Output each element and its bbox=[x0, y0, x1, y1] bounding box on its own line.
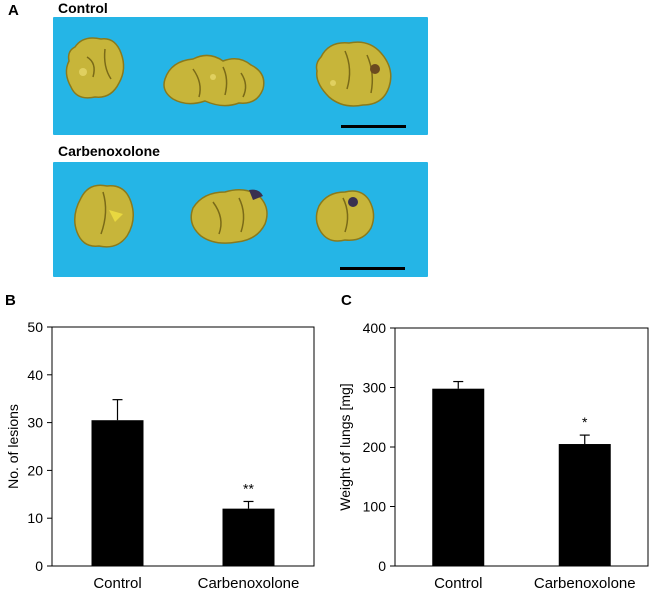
bar bbox=[558, 444, 611, 566]
lung-specimen bbox=[315, 190, 375, 242]
category-label: Carbenoxolone bbox=[198, 575, 300, 591]
panel-a-letter: A bbox=[8, 2, 19, 19]
lung-specimen bbox=[74, 184, 134, 248]
lung-specimen bbox=[315, 41, 392, 107]
y-tick-label: 400 bbox=[363, 320, 387, 336]
y-tick-label: 20 bbox=[27, 462, 43, 478]
control-lungs-photo bbox=[53, 17, 428, 135]
lung-specimen bbox=[190, 189, 268, 244]
lung-specimen bbox=[163, 54, 265, 107]
bar bbox=[432, 388, 485, 566]
carbenoxolone-lungs-photo bbox=[53, 162, 428, 277]
lung-weight-bar-chart: 0 100 200 300 400 Weight of lungs [mg] Control… bbox=[337, 320, 649, 591]
panel-c-letter: C bbox=[341, 292, 352, 309]
bar bbox=[222, 508, 275, 566]
plot-frame bbox=[51, 326, 315, 567]
scale-bar bbox=[340, 267, 405, 270]
significance-marker: * bbox=[582, 414, 588, 430]
lesions-bar-chart: 0 10 20 30 40 50 No. of lesions Control ** Carben… bbox=[5, 319, 315, 591]
y-tick-label: 10 bbox=[27, 510, 43, 526]
y-tick-label: 0 bbox=[378, 558, 386, 574]
y-tick-label: 300 bbox=[363, 380, 387, 396]
significance-marker: ** bbox=[243, 480, 254, 496]
carbenoxolone-group-label: Carbenoxolone bbox=[58, 143, 160, 159]
y-tick-label: 30 bbox=[27, 415, 43, 431]
control-group-label: Control bbox=[58, 0, 108, 16]
y-tick-label: 40 bbox=[27, 367, 43, 383]
category-label: Carbenoxolone bbox=[534, 575, 636, 591]
y-tick-label: 200 bbox=[363, 439, 387, 455]
y-axis-label: No. of lesions bbox=[5, 404, 21, 489]
bar bbox=[91, 420, 144, 566]
panel-b-letter: B bbox=[5, 292, 16, 309]
y-tick-label: 0 bbox=[35, 558, 43, 574]
scale-bar bbox=[341, 125, 406, 128]
category-label: Control bbox=[93, 575, 141, 591]
y-axis-label: Weight of lungs [mg] bbox=[337, 383, 353, 510]
lung-specimen bbox=[65, 37, 125, 99]
category-label: Control bbox=[434, 575, 482, 591]
y-tick-label: 100 bbox=[363, 499, 387, 515]
y-tick-label: 50 bbox=[27, 319, 43, 335]
